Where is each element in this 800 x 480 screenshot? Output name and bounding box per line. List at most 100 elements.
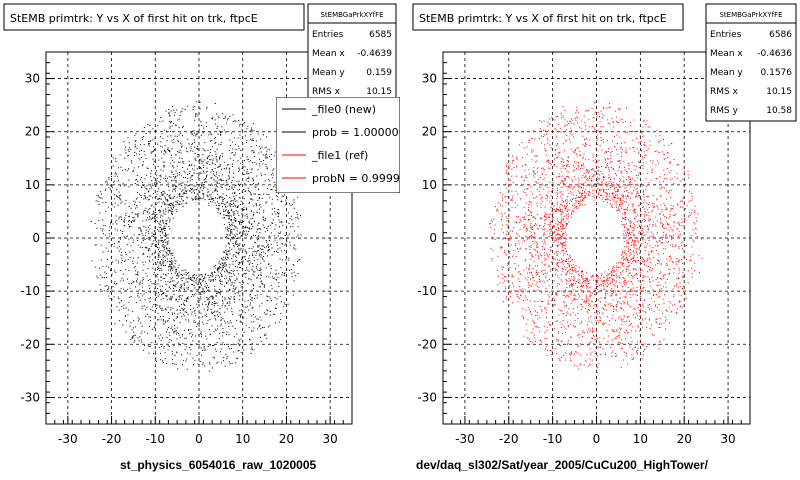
- data-point: [695, 217, 697, 219]
- data-point: [199, 291, 201, 293]
- data-point: [138, 234, 140, 236]
- data-point: [250, 299, 252, 301]
- data-point: [168, 186, 169, 188]
- data-point: [539, 177, 541, 178]
- data-point: [120, 229, 121, 231]
- data-point: [227, 280, 229, 282]
- data-point: [142, 164, 144, 165]
- data-point: [132, 337, 134, 338]
- data-point: [185, 150, 187, 152]
- data-point: [672, 246, 674, 248]
- data-point: [142, 220, 144, 222]
- data-point: [577, 147, 579, 149]
- data-point: [146, 275, 148, 277]
- data-point: [209, 296, 211, 298]
- data-point: [143, 226, 145, 227]
- data-point: [590, 294, 592, 296]
- data-point: [276, 244, 278, 246]
- data-point: [218, 312, 220, 314]
- data-point: [666, 168, 668, 170]
- data-point: [188, 330, 189, 331]
- data-point: [238, 119, 240, 121]
- data-point: [216, 362, 218, 364]
- data-point: [527, 215, 529, 216]
- data-point: [156, 202, 158, 204]
- data-point: [538, 327, 540, 328]
- data-point: [166, 177, 168, 179]
- data-point: [226, 302, 228, 304]
- data-point: [198, 312, 200, 314]
- data-point: [651, 277, 653, 279]
- data-point: [220, 362, 222, 364]
- stats-label: RMS x: [312, 87, 341, 97]
- data-point: [162, 241, 164, 243]
- data-point: [297, 234, 299, 236]
- data-point: [224, 203, 226, 205]
- data-point: [562, 158, 564, 160]
- data-point: [163, 264, 164, 266]
- data-point: [193, 130, 195, 132]
- data-point: [188, 275, 190, 277]
- data-point: [525, 235, 527, 237]
- data-point: [663, 153, 665, 155]
- data-point: [158, 253, 160, 255]
- data-point: [148, 298, 150, 300]
- data-point: [220, 323, 222, 325]
- data-point: [157, 229, 159, 231]
- data-point: [271, 174, 272, 176]
- data-point: [541, 135, 542, 137]
- data-point: [566, 272, 568, 274]
- data-point: [194, 146, 195, 148]
- data-point: [629, 182, 630, 184]
- data-point: [129, 251, 131, 253]
- data-point: [608, 167, 610, 169]
- data-point: [235, 152, 237, 154]
- data-point: [141, 325, 143, 327]
- data-point: [670, 143, 672, 144]
- data-point: [623, 296, 625, 298]
- data-point: [618, 207, 619, 209]
- data-point: [637, 314, 639, 316]
- data-point: [160, 210, 162, 212]
- data-point: [155, 244, 157, 246]
- data-point: [622, 196, 624, 197]
- data-point: [146, 188, 148, 190]
- data-point: [225, 281, 227, 283]
- data-point: [272, 219, 274, 221]
- data-point: [221, 262, 223, 264]
- data-point: [525, 309, 527, 311]
- data-point: [141, 232, 143, 234]
- data-point: [173, 196, 175, 197]
- data-point: [210, 281, 212, 282]
- data-point: [125, 152, 127, 154]
- data-point: [648, 215, 650, 217]
- data-point: [632, 261, 634, 263]
- data-point: [567, 313, 569, 315]
- data-point: [595, 331, 597, 333]
- data-point: [284, 303, 286, 305]
- data-point: [149, 237, 151, 239]
- data-point: [168, 266, 169, 268]
- data-point: [159, 306, 161, 308]
- data-point: [602, 107, 604, 109]
- data-point: [640, 308, 641, 310]
- data-point: [173, 123, 175, 125]
- data-point: [165, 177, 167, 179]
- data-point: [198, 159, 200, 161]
- data-point: [595, 284, 597, 286]
- data-point: [508, 261, 510, 263]
- data-point: [248, 247, 250, 249]
- data-point: [172, 329, 174, 331]
- data-point: [248, 191, 250, 193]
- data-point: [640, 315, 641, 317]
- data-point: [181, 198, 183, 200]
- data-point: [603, 323, 605, 325]
- data-point: [218, 207, 220, 209]
- data-point: [214, 357, 215, 359]
- data-point: [137, 274, 139, 276]
- data-point: [300, 215, 301, 217]
- data-point: [230, 273, 232, 274]
- data-point: [252, 177, 254, 179]
- data-point: [143, 144, 145, 146]
- data-point: [102, 202, 104, 204]
